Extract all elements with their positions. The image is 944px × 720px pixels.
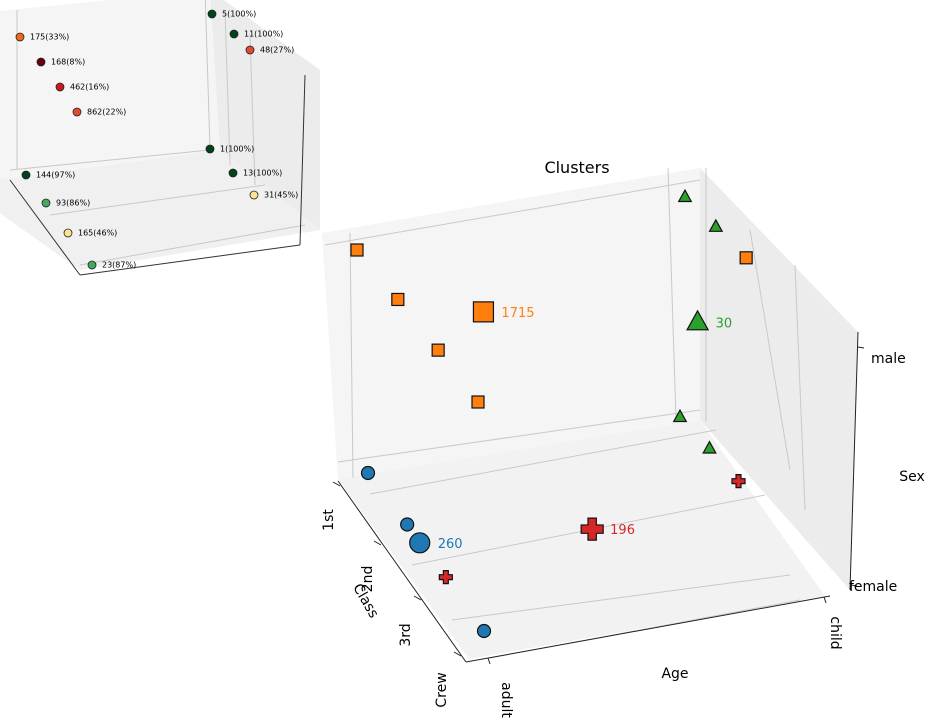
cluster-2-center [409,532,431,554]
survival-point-label-11: 93(86%) [56,199,90,208]
cluster-1-member-0 [677,188,693,203]
chart2-cluster-markers: 1715 30 260 196 [350,188,753,639]
cluster-2-member-2 [476,623,492,639]
age-tick-0: adult [498,682,514,718]
survival-point-label-4: 168(8%) [51,58,85,67]
survival-point-1 [229,29,239,39]
survival-point-3 [15,32,25,42]
chart1-points: 5(100%) 11(100%) 48(27%) 175(33%) 168(8%) 462… [15,9,298,270]
cluster-1-center [686,309,710,331]
survival-point-7 [205,144,215,154]
survival-point-label-10: 144(97%) [36,171,75,180]
age-tick-1: child [827,616,843,649]
survival-point-0 [207,9,217,19]
chart1-axes [9,74,306,276]
x-axis-label: Age [661,666,688,682]
cluster-0-member-0 [350,243,364,257]
cluster-3-size-label: 196 [610,523,635,538]
survival-point-label-1: 11(100%) [244,30,283,39]
sex-tick-1: male [871,351,906,367]
cluster-3-center [580,517,604,541]
survival-point-label-6: 862(22%) [87,108,126,117]
survival-point-2 [245,45,255,55]
chart1-gridlines [9,0,306,266]
survival-point-label-12: 165(46%) [78,229,117,238]
cluster-0-size-label: 1715 [501,306,534,321]
cluster-1-member-3 [702,440,717,454]
survival-point-9 [249,190,259,200]
class-tick-1: 2nd [360,566,376,593]
y-axis-label: Class [349,581,381,621]
cluster-0-member-4 [739,251,753,265]
z-axis-label: Sex [899,469,925,485]
cluster-3-member-0 [438,570,453,585]
cluster-1-member-2 [672,408,688,423]
cluster-2-size-label: 260 [438,537,463,552]
survival-point-6 [72,107,82,117]
cluster-0-member-2 [431,343,445,357]
cluster-3-member-1 [731,474,746,489]
cluster-2-member-0 [360,465,376,481]
clusters-3d-scatter-chart: Clusters 1st 2nd 3rd Crew adult child female ma… [321,158,925,718]
sex-tick-0: female [849,579,897,595]
cluster-0-center [472,301,495,323]
class-tick-2: 3rd [398,623,414,646]
survival-point-label-5: 462(16%) [70,83,109,92]
class-tick-3: Crew [434,672,450,707]
chart2-panes [322,168,858,659]
survival-point-label-13: 23(87%) [102,261,136,270]
survival-point-label-8: 13(100%) [243,169,282,178]
cluster-2-member-1 [400,517,415,532]
cluster-1-member-1 [708,218,724,232]
survival-point-13 [87,260,97,270]
cluster-0-member-3 [471,395,485,409]
cluster-1-size-label: 30 [716,316,733,331]
survival-point-5 [55,82,65,92]
survival-point-12 [63,228,73,238]
survival-point-8 [228,168,238,178]
survival-point-label-0: 5(100%) [222,10,256,19]
survival-point-4 [36,57,46,67]
survival-point-10 [21,170,31,180]
survival-point-11 [41,198,51,208]
chart2-tick-labels: 1st 2nd 3rd Crew adult child female male [321,351,906,718]
chart1-panes [0,0,320,270]
survival-3d-scatter-chart: 5(100%) 11(100%) 48(27%) 175(33%) 168(8%) 462… [0,0,320,276]
survival-point-label-3: 175(33%) [30,33,69,42]
survival-point-label-9: 31(45%) [264,191,298,200]
chart2-axes [332,331,865,665]
survival-point-label-7: 1(100%) [220,145,254,154]
chart2-title: Clusters [544,158,609,177]
cluster-0-member-1 [391,292,405,307]
survival-point-label-2: 48(27%) [260,46,294,55]
class-tick-0: 1st [321,509,337,531]
chart2-gridlines [324,167,806,659]
